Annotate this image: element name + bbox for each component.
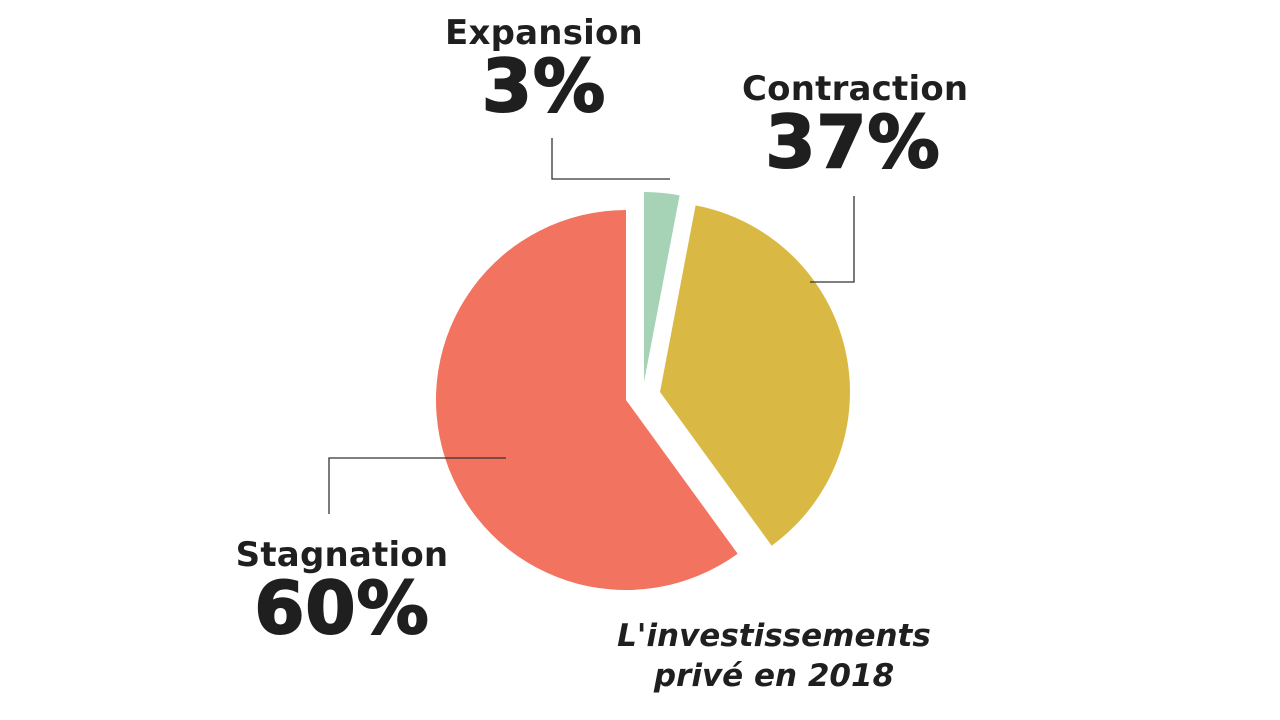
slice-label-stagnation: Stagnation 60%: [232, 535, 452, 650]
leader-line-stagnation: [328, 457, 506, 514]
slice-value-expansion: 3%: [481, 44, 607, 128]
chart-caption: L'investissements privé en 2018: [604, 616, 944, 697]
slice-label-expansion: Expansion 3%: [444, 13, 644, 128]
leader-line-expansion: [551, 138, 670, 180]
slice-name-expansion: Expansion: [445, 13, 643, 53]
pie-slice-expansion: [644, 192, 680, 382]
slice-value-stagnation: 60%: [253, 566, 430, 650]
caption-line-1: L'investissements: [617, 618, 931, 654]
slice-name-stagnation: Stagnation: [235, 535, 449, 575]
slice-name-contraction: Contraction: [742, 69, 969, 109]
leader-line-contraction: [810, 196, 855, 283]
caption-line-2: privé en 2018: [653, 658, 895, 695]
pie-slice-stagnation: [435, 210, 738, 590]
slice-value-contraction: 37%: [764, 100, 941, 184]
slice-label-contraction: Contraction 37%: [742, 69, 969, 184]
pie-slice-contraction: [660, 205, 850, 546]
